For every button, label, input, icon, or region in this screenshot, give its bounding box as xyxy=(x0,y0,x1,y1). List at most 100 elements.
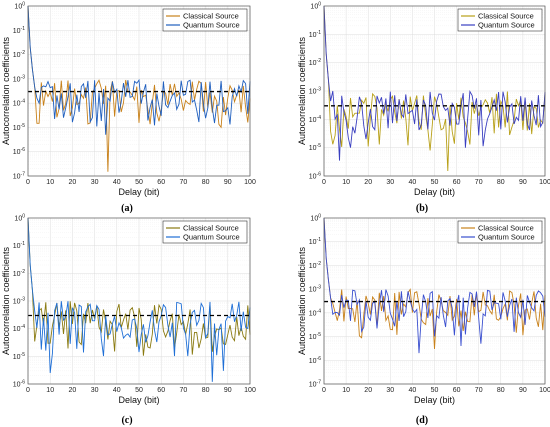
x-axis-label: Delay (bit) xyxy=(414,395,455,405)
x-tick-label: 10 xyxy=(46,387,54,394)
series-line-quantum xyxy=(323,5,546,161)
legend-entry: Classical Source xyxy=(478,12,534,21)
x-tick-label: 40 xyxy=(113,387,121,394)
y-tick-label: 100 xyxy=(14,2,25,11)
legend-entry: Classical Source xyxy=(183,12,239,21)
legend-entry: Quantum Source xyxy=(478,21,535,30)
x-tick-label: 90 xyxy=(224,387,232,394)
y-tick-label: 10-1 xyxy=(309,237,321,246)
y-tick-label: 10-6 xyxy=(13,380,25,389)
legend-entry: Classical Source xyxy=(478,224,534,233)
y-tick-label: 10-5 xyxy=(309,332,321,341)
panel-label: (d) xyxy=(416,415,428,426)
legend-box xyxy=(457,220,543,244)
y-tick-label: 10-3 xyxy=(13,74,25,83)
y-tick-label: 10-4 xyxy=(309,115,321,124)
x-tick-label: 30 xyxy=(386,387,394,394)
x-tick-label: 20 xyxy=(364,387,372,394)
y-tick-label: 10-7 xyxy=(13,172,25,181)
y-tick-label: 10-3 xyxy=(309,87,321,96)
chart-panel-d: 0 10 20 30 40 50 60 70 80 90 100 10-7 10-6 10-5 10-4 10… xyxy=(297,214,550,427)
x-tick-label: 60 xyxy=(453,179,461,186)
x-tick-label: 10 xyxy=(46,179,54,186)
x-tick-label: 40 xyxy=(409,179,417,186)
x-tick-label: 70 xyxy=(475,179,483,186)
x-tick-label: 70 xyxy=(180,387,188,394)
x-tick-label: 0 xyxy=(26,387,30,394)
y-tick-label: 100 xyxy=(310,2,321,11)
x-tick-label: 100 xyxy=(244,179,256,186)
x-tick-label: 60 xyxy=(157,179,165,186)
x-tick-label: 90 xyxy=(519,387,527,394)
x-tick-label: 30 xyxy=(91,179,99,186)
y-tick-label: 10-6 xyxy=(309,356,321,365)
y-tick-label: 10-1 xyxy=(13,241,25,250)
x-tick-label: 50 xyxy=(431,179,439,186)
x-tick-label: 30 xyxy=(386,179,394,186)
x-tick-label: 50 xyxy=(431,387,439,394)
x-tick-label: 50 xyxy=(135,179,143,186)
x-tick-label: 20 xyxy=(364,179,372,186)
panel-label: (c) xyxy=(121,415,132,426)
x-tick-label: 40 xyxy=(409,387,417,394)
y-tick-label: 10-4 xyxy=(13,324,25,333)
y-tick-label: 10-4 xyxy=(309,308,321,317)
plot-frame xyxy=(27,217,251,385)
x-tick-label: 60 xyxy=(453,387,461,394)
plot-frame xyxy=(27,5,251,177)
x-tick-label: 10 xyxy=(342,179,350,186)
chart-panel-b: 0 10 20 30 40 50 60 70 80 90 100 10-6 10-5 10-4 10-3 10… xyxy=(297,2,550,215)
x-tick-label: 0 xyxy=(322,387,326,394)
y-axis-label: Autocorrelation coefficients xyxy=(1,247,11,355)
y-tick-label: 10-2 xyxy=(309,58,321,67)
y-axis-label: Autocorrelation coefficients xyxy=(1,37,11,145)
y-tick-label: 10-2 xyxy=(309,261,321,270)
series-line-quantum xyxy=(27,217,251,382)
x-tick-label: 90 xyxy=(519,179,527,186)
y-axis-label: Autocorrelation coefficients xyxy=(297,247,307,355)
y-tick-label: 10-3 xyxy=(309,285,321,294)
x-tick-label: 0 xyxy=(322,179,326,186)
x-axis-label: Delay (bit) xyxy=(118,395,159,405)
y-tick-label: 10-2 xyxy=(13,269,25,278)
x-tick-label: 100 xyxy=(539,179,550,186)
y-tick-label: 10-6 xyxy=(13,147,25,156)
legend-box xyxy=(162,220,248,244)
series-line-quantum xyxy=(27,5,251,135)
x-tick-label: 100 xyxy=(244,387,256,394)
y-tick-label: 10-5 xyxy=(13,352,25,361)
series-line-quantum xyxy=(323,217,546,354)
y-tick-label: 10-6 xyxy=(309,172,321,181)
x-tick-label: 70 xyxy=(180,179,188,186)
legend-entry: Quantum Source xyxy=(183,21,240,30)
x-axis-label: Delay (bit) xyxy=(414,187,455,197)
plot-frame xyxy=(323,5,546,177)
y-tick-label: 10-7 xyxy=(309,380,321,389)
y-tick-label: 10-1 xyxy=(13,26,25,35)
legend-entry: Quantum Source xyxy=(183,233,240,242)
x-tick-label: 80 xyxy=(202,387,210,394)
x-tick-label: 20 xyxy=(69,179,77,186)
y-tick-label: 100 xyxy=(14,214,25,223)
x-tick-label: 50 xyxy=(135,387,143,394)
x-tick-label: 80 xyxy=(497,387,505,394)
x-tick-label: 60 xyxy=(157,387,165,394)
legend-box xyxy=(457,8,543,32)
panel-label: (b) xyxy=(416,203,428,214)
x-tick-label: 80 xyxy=(202,179,210,186)
x-tick-label: 90 xyxy=(224,179,232,186)
y-axis-label: Autocorrelation coefficients xyxy=(297,37,307,145)
x-tick-label: 70 xyxy=(475,387,483,394)
series-line-classical xyxy=(323,217,546,350)
x-axis-label: Delay (bit) xyxy=(118,187,159,197)
y-tick-label: 10-5 xyxy=(309,143,321,152)
x-tick-label: 100 xyxy=(539,387,550,394)
series-line-classical xyxy=(27,5,251,172)
y-tick-label: 10-1 xyxy=(309,30,321,39)
legend-entry: Quantum Source xyxy=(478,233,535,242)
y-tick-label: 10-5 xyxy=(13,123,25,132)
x-tick-label: 10 xyxy=(342,387,350,394)
